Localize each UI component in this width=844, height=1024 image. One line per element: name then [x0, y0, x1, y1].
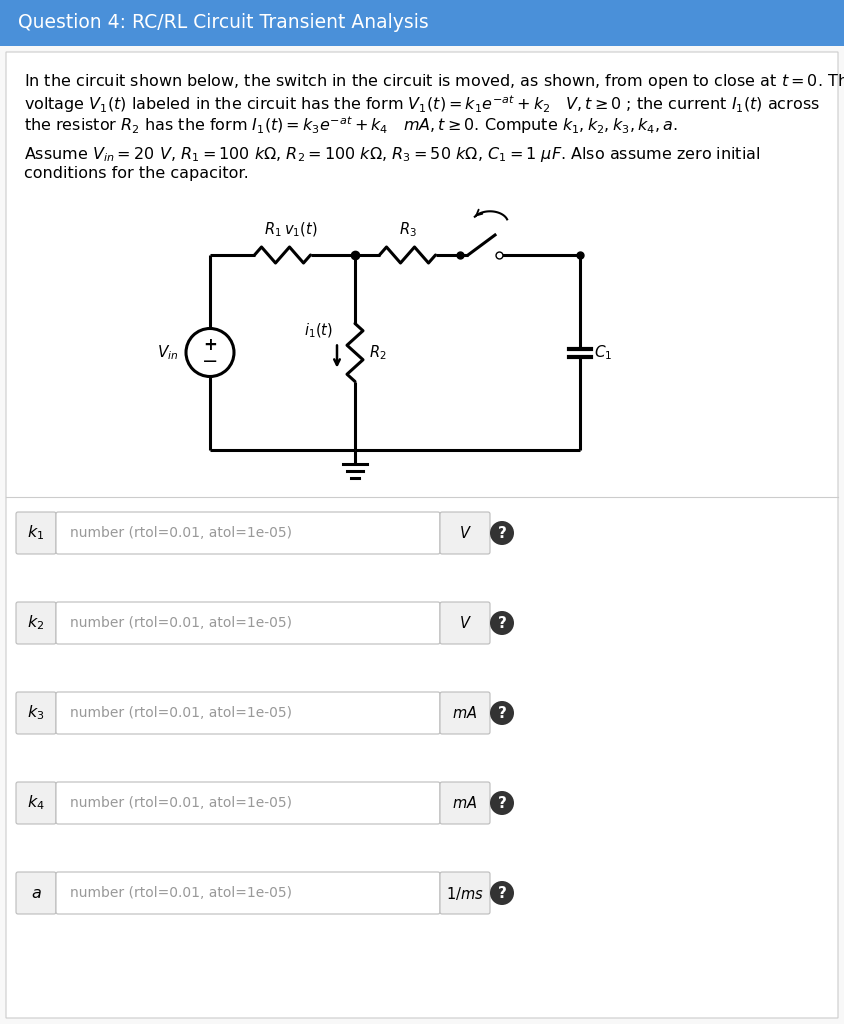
- Text: $i_1(t)$: $i_1(t)$: [304, 323, 333, 341]
- Text: $1/ms$: $1/ms$: [446, 885, 484, 901]
- Text: conditions for the capacitor.: conditions for the capacitor.: [24, 166, 249, 181]
- FancyBboxPatch shape: [56, 602, 440, 644]
- FancyBboxPatch shape: [6, 52, 838, 1018]
- Text: $k_3$: $k_3$: [27, 703, 45, 722]
- Text: $R_1$: $R_1$: [263, 220, 281, 239]
- Text: $V_{in}$: $V_{in}$: [157, 343, 178, 361]
- Text: $k_4$: $k_4$: [27, 794, 45, 812]
- Text: $R_3$: $R_3$: [398, 220, 416, 239]
- Text: Question 4: RC/RL Circuit Transient Analysis: Question 4: RC/RL Circuit Transient Anal…: [18, 13, 429, 33]
- Circle shape: [490, 521, 514, 545]
- Text: number (rtol=0.01, atol=1e-05): number (rtol=0.01, atol=1e-05): [70, 796, 292, 810]
- Text: $v_1(t)$: $v_1(t)$: [284, 220, 317, 239]
- FancyBboxPatch shape: [0, 0, 844, 46]
- Text: +: +: [203, 336, 217, 353]
- Text: number (rtol=0.01, atol=1e-05): number (rtol=0.01, atol=1e-05): [70, 706, 292, 720]
- FancyBboxPatch shape: [16, 872, 56, 914]
- Text: $mA$: $mA$: [452, 795, 478, 811]
- Text: ?: ?: [498, 886, 506, 900]
- Text: number (rtol=0.01, atol=1e-05): number (rtol=0.01, atol=1e-05): [70, 616, 292, 630]
- Text: ?: ?: [498, 796, 506, 811]
- FancyBboxPatch shape: [16, 602, 56, 644]
- Circle shape: [490, 881, 514, 905]
- Text: number (rtol=0.01, atol=1e-05): number (rtol=0.01, atol=1e-05): [70, 886, 292, 900]
- FancyBboxPatch shape: [16, 782, 56, 824]
- Text: $a$: $a$: [30, 886, 41, 900]
- Text: In the circuit shown below, the switch in the circuit is moved, as shown, from o: In the circuit shown below, the switch i…: [24, 72, 844, 91]
- Circle shape: [490, 701, 514, 725]
- FancyBboxPatch shape: [440, 512, 490, 554]
- Text: voltage $V_1(t)$ labeled in the circuit has the form $V_1(t) = k_1e^{-at} + k_2 : voltage $V_1(t)$ labeled in the circuit …: [24, 93, 820, 115]
- FancyBboxPatch shape: [56, 692, 440, 734]
- Text: −: −: [202, 352, 219, 371]
- Circle shape: [490, 611, 514, 635]
- Circle shape: [490, 791, 514, 815]
- Text: $R_2$: $R_2$: [369, 343, 387, 361]
- Text: the resistor $R_2$ has the form $I_1(t) = k_3e^{-at} + k_4 \quad mA, t \geq 0$. : the resistor $R_2$ has the form $I_1(t) …: [24, 114, 678, 136]
- Text: ?: ?: [498, 706, 506, 721]
- Text: $C_1$: $C_1$: [594, 343, 613, 361]
- Text: Assume $V_{in} = 20\ V$, $R_1 = 100\ k\Omega$, $R_2 = 100\ k\Omega$, $R_3 = 50\ : Assume $V_{in} = 20\ V$, $R_1 = 100\ k\O…: [24, 145, 760, 164]
- FancyBboxPatch shape: [440, 872, 490, 914]
- Text: $V$: $V$: [458, 525, 472, 541]
- FancyBboxPatch shape: [56, 872, 440, 914]
- Text: $V$: $V$: [458, 615, 472, 631]
- Text: $mA$: $mA$: [452, 705, 478, 721]
- FancyBboxPatch shape: [56, 782, 440, 824]
- Text: $k_2$: $k_2$: [27, 613, 45, 633]
- FancyBboxPatch shape: [440, 782, 490, 824]
- FancyBboxPatch shape: [16, 512, 56, 554]
- FancyBboxPatch shape: [16, 692, 56, 734]
- FancyBboxPatch shape: [440, 692, 490, 734]
- Text: number (rtol=0.01, atol=1e-05): number (rtol=0.01, atol=1e-05): [70, 526, 292, 540]
- FancyBboxPatch shape: [56, 512, 440, 554]
- Text: ?: ?: [498, 525, 506, 541]
- Text: ?: ?: [498, 615, 506, 631]
- FancyBboxPatch shape: [440, 602, 490, 644]
- Text: $k_1$: $k_1$: [27, 523, 45, 543]
